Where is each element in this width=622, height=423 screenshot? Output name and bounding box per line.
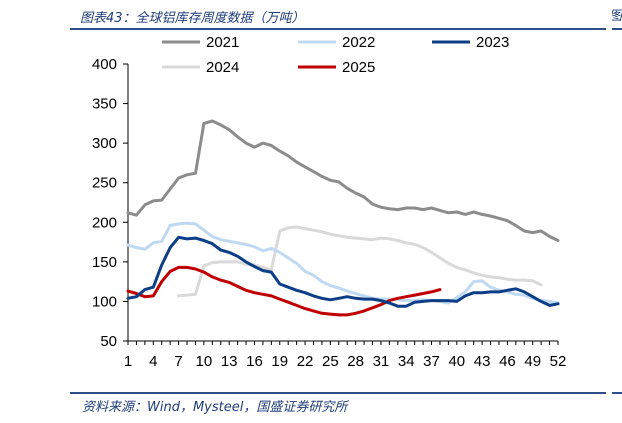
legend-label-2023: 2023	[476, 34, 509, 51]
adjacent-header-rule	[612, 28, 622, 30]
series-line-2024	[177, 225, 543, 298]
y-tick-label: 100	[92, 293, 117, 310]
x-tick-label: 37	[423, 353, 440, 370]
adjacent-footer-rule	[612, 392, 622, 394]
series-line-2022	[126, 221, 560, 305]
x-tick-label: 13	[221, 353, 238, 370]
series-layer	[126, 119, 560, 317]
y-tick-label: 400	[92, 56, 117, 73]
chart-title: 图表43：全球铝库存周度数据（万吨）	[80, 11, 305, 26]
legend-label-2022: 2022	[342, 34, 375, 51]
y-tick-label: 250	[92, 175, 117, 192]
x-tick-label: 25	[322, 353, 339, 370]
y-tick-label: 300	[92, 135, 117, 152]
x-tick-label: 49	[524, 353, 541, 370]
series-line-2021	[126, 119, 560, 242]
axes: 50 100 150 200 250 300 350 400 1 4 7 10 13 16 19 22 25 28…	[92, 56, 566, 370]
legend-label-2021: 2021	[206, 34, 239, 51]
x-tick-label: 52	[550, 353, 567, 370]
x-tick-label: 34	[398, 353, 415, 370]
series-line-2023	[126, 235, 560, 308]
y-tick-label: 350	[92, 96, 117, 113]
adjacent-chart-fragment: 图	[612, 5, 622, 29]
y-tick-label: 150	[92, 254, 117, 271]
footer-rule	[70, 392, 606, 394]
x-tick-label: 7	[174, 353, 182, 370]
legend: 2021 2022 2023 2024 2025	[162, 34, 509, 76]
legend-label-2025: 2025	[342, 59, 375, 76]
series-line-2025	[126, 265, 442, 317]
adjacent-title-fragment: 图	[612, 5, 622, 24]
x-tick-label: 10	[196, 353, 213, 370]
x-tick-label: 46	[499, 353, 516, 370]
y-tick-label: 50	[100, 333, 117, 350]
x-tick-label: 28	[347, 353, 364, 370]
y-tick-label: 200	[92, 214, 117, 231]
x-tick-label: 22	[297, 353, 314, 370]
x-tick-label: 4	[149, 353, 157, 370]
x-tick-label: 40	[448, 353, 465, 370]
x-tick-label: 31	[373, 353, 390, 370]
x-tick-label: 19	[271, 353, 288, 370]
header-rule	[70, 28, 606, 30]
x-tick-label: 43	[474, 353, 491, 370]
legend-label-2024: 2024	[206, 59, 239, 76]
source-note: 资料来源：Wind，Mysteel，国盛证券研究所	[82, 400, 348, 415]
x-tick-label: 1	[124, 353, 132, 370]
x-tick-label: 16	[246, 353, 263, 370]
